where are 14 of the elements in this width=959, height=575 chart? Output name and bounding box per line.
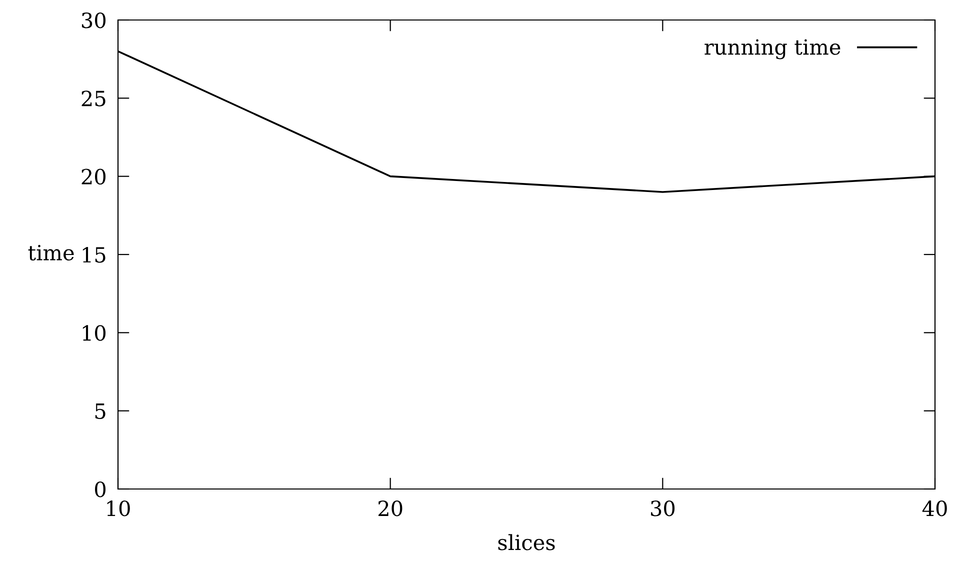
y-tick-label: 25 [82, 90, 106, 106]
x-tick-label: 10 [107, 500, 130, 516]
y-tick-label: 30 [82, 12, 106, 28]
y-tick-label: 0 [95, 481, 106, 498]
y-tick-label: 5 [95, 404, 106, 420]
legend-label: running time [704, 39, 840, 60]
y-tick-label: 10 [82, 325, 106, 341]
x-tick-label: 30 [651, 500, 675, 516]
x-tick-label: 40 [922, 500, 947, 516]
x-tick-label: 20 [378, 500, 402, 516]
y-axis-title: time [28, 244, 74, 261]
y-tick-label: 15 [82, 246, 106, 263]
x-axis-title: slices [498, 534, 555, 550]
y-tick-label: 20 [82, 168, 106, 185]
